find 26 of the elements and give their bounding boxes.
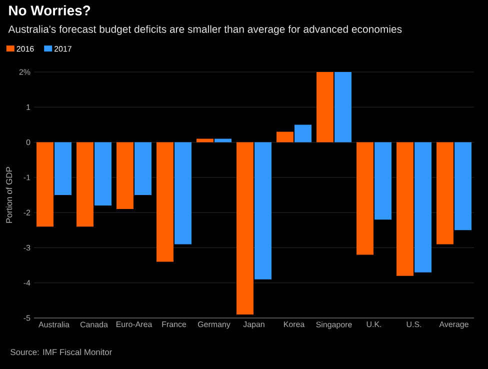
bar	[76, 142, 94, 227]
bar	[94, 142, 112, 206]
y-axis-title: Portion of GDP	[6, 166, 12, 223]
bar	[396, 142, 414, 276]
bar	[294, 124, 312, 142]
bar	[374, 142, 392, 220]
chart-subtitle: Australia's forecast budget deficits are smaller than average for advanced economies	[8, 25, 402, 35]
bar	[214, 138, 232, 142]
chart-title: No Worries?	[9, 5, 90, 16]
bar	[454, 142, 472, 230]
bar	[316, 72, 334, 142]
bar	[156, 142, 174, 262]
bar	[236, 142, 254, 314]
bar	[276, 132, 294, 142]
bar	[334, 72, 352, 142]
bar	[414, 142, 432, 272]
bar	[254, 142, 272, 280]
bar	[54, 142, 72, 196]
bar	[116, 142, 134, 210]
bar	[36, 142, 54, 227]
bar	[436, 142, 454, 244]
bar	[356, 142, 374, 255]
bar	[174, 142, 192, 244]
bar	[196, 138, 214, 142]
source-note: Source: IMF Fiscal Monitor	[10, 348, 112, 356]
bar	[134, 142, 152, 196]
